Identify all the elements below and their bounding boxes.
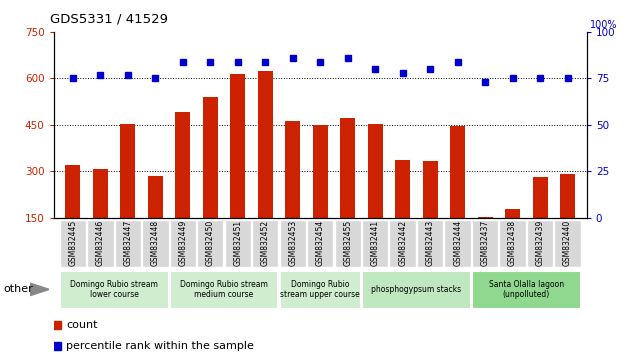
Text: GSM832437: GSM832437	[481, 220, 490, 267]
Text: GSM832450: GSM832450	[206, 220, 215, 267]
Bar	[252, 220, 278, 267]
Text: GSM832444: GSM832444	[453, 220, 462, 267]
Text: Santa Olalla lagoon
(unpolluted): Santa Olalla lagoon (unpolluted)	[489, 280, 564, 299]
Text: phosphogypsum stacks: phosphogypsum stacks	[372, 285, 461, 294]
Bar	[313, 125, 327, 218]
Bar	[362, 220, 389, 267]
Bar	[362, 272, 471, 309]
Bar	[203, 97, 218, 218]
Text: Domingo Rubio stream
lower course: Domingo Rubio stream lower course	[70, 280, 158, 299]
Bar	[170, 272, 278, 309]
Bar	[450, 126, 465, 218]
Bar	[560, 175, 575, 218]
Text: Domingo Rubio
stream upper course: Domingo Rubio stream upper course	[280, 280, 360, 299]
Bar	[307, 220, 333, 267]
Bar	[505, 209, 520, 218]
Bar	[115, 220, 141, 267]
Bar	[444, 220, 471, 267]
Polygon shape	[30, 283, 49, 296]
Text: GDS5331 / 41529: GDS5331 / 41529	[50, 12, 168, 25]
Bar	[527, 220, 553, 267]
Bar	[533, 177, 548, 218]
Text: GSM832440: GSM832440	[563, 220, 572, 267]
Text: GSM832442: GSM832442	[398, 220, 407, 267]
Bar	[555, 220, 581, 267]
Bar	[499, 220, 526, 267]
Text: GSM832446: GSM832446	[96, 220, 105, 267]
Text: GSM832449: GSM832449	[179, 220, 187, 267]
Bar	[197, 220, 223, 267]
Bar	[280, 220, 306, 267]
Text: GSM832439: GSM832439	[536, 220, 545, 267]
Bar	[93, 169, 108, 218]
Bar	[225, 220, 251, 267]
Bar	[472, 220, 498, 267]
Bar	[340, 118, 355, 218]
Text: GSM832452: GSM832452	[261, 220, 270, 267]
Bar	[417, 220, 444, 267]
Bar	[389, 220, 416, 267]
Text: GSM832447: GSM832447	[123, 220, 133, 267]
Bar	[142, 220, 168, 267]
Bar	[395, 160, 410, 218]
Bar	[280, 272, 361, 309]
Text: 100%: 100%	[590, 20, 618, 30]
Text: GSM832443: GSM832443	[426, 220, 435, 267]
Text: GSM832454: GSM832454	[316, 220, 325, 267]
Bar	[60, 272, 168, 309]
Bar	[472, 272, 581, 309]
Bar	[423, 161, 438, 218]
Bar	[148, 176, 163, 218]
Text: percentile rank within the sample: percentile rank within the sample	[66, 341, 254, 352]
Text: GSM832445: GSM832445	[68, 220, 78, 267]
Text: Domingo Rubio stream
medium course: Domingo Rubio stream medium course	[180, 280, 268, 299]
Text: GSM832448: GSM832448	[151, 220, 160, 267]
Bar	[60, 220, 86, 267]
Bar	[175, 113, 191, 218]
Bar	[170, 220, 196, 267]
Bar	[121, 124, 136, 218]
Text: other: other	[3, 284, 33, 295]
Bar	[368, 124, 383, 218]
Text: GSM832438: GSM832438	[508, 220, 517, 267]
Text: count: count	[66, 320, 98, 330]
Text: GSM832455: GSM832455	[343, 220, 352, 267]
Text: GSM832453: GSM832453	[288, 220, 297, 267]
Bar	[257, 70, 273, 218]
Bar	[334, 220, 361, 267]
Text: GSM832451: GSM832451	[233, 220, 242, 267]
Bar	[478, 217, 493, 218]
Bar	[66, 165, 80, 218]
Bar	[285, 121, 300, 218]
Bar	[87, 220, 114, 267]
Bar	[230, 74, 245, 218]
Text: GSM832441: GSM832441	[370, 220, 380, 267]
